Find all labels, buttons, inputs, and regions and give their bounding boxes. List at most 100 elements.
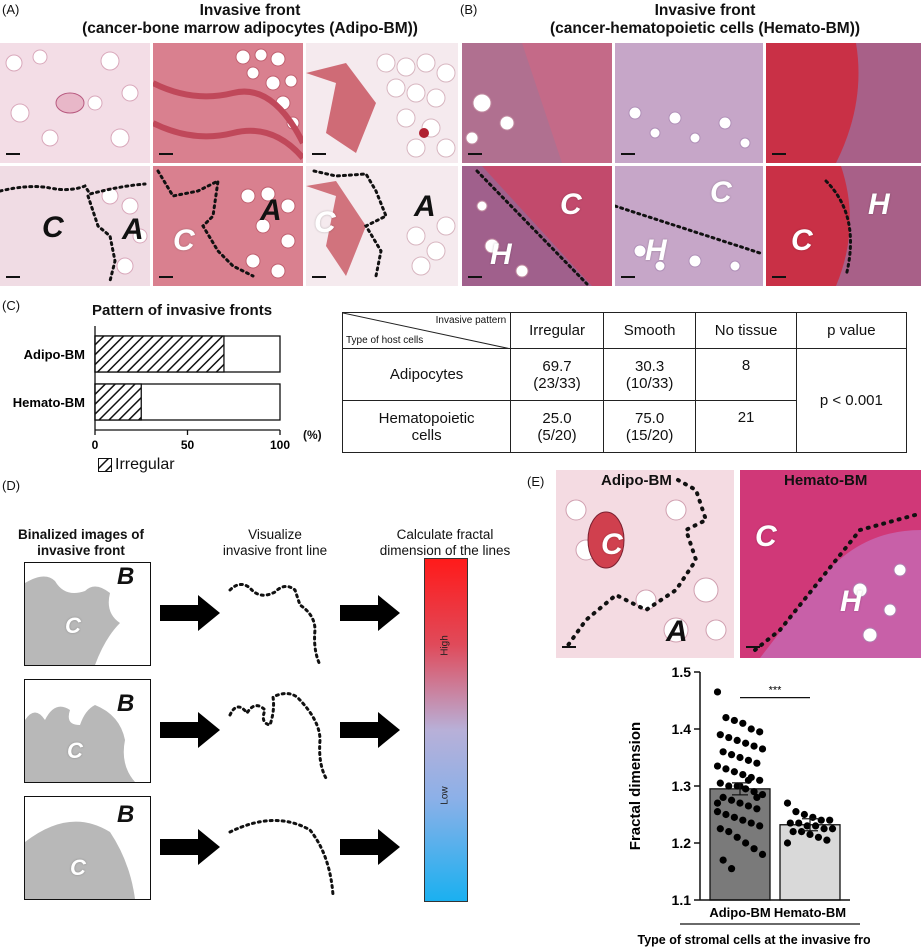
scale-bar xyxy=(6,276,20,278)
panel-a-title-line1: Invasive front xyxy=(199,2,301,19)
legend-label-irregular: Irregular xyxy=(115,456,175,473)
histology-image-e-hemato: Hemato-BM C H xyxy=(740,470,921,658)
right-arrow-icon xyxy=(160,712,220,748)
scale-bar xyxy=(468,153,482,155)
data-point xyxy=(747,819,755,827)
invasive-front-line xyxy=(615,204,763,256)
invasive-front-line xyxy=(0,182,147,283)
data-point xyxy=(722,765,730,773)
data-point xyxy=(820,825,828,833)
column-title-calculate: Calculate fractal dimension of the lines xyxy=(360,527,530,559)
data-point xyxy=(736,753,744,762)
data-point xyxy=(739,816,747,824)
column-header: p value xyxy=(795,312,908,349)
data-point xyxy=(725,733,733,742)
histology-image-a6: C A xyxy=(306,166,458,286)
data-point xyxy=(733,833,741,841)
row-label: Hematopoietic cells xyxy=(341,400,512,453)
histology-texture xyxy=(564,478,727,650)
cancer-letter: C xyxy=(65,613,81,638)
data-point xyxy=(783,799,792,807)
y-tick-label: 1.1 xyxy=(672,892,692,908)
histology-image-a5: C A xyxy=(153,166,303,286)
category-label: Adipo-BM xyxy=(24,347,85,362)
hematopoietic-letter: H xyxy=(840,585,862,618)
histology-image-b1 xyxy=(462,43,612,163)
panel-a-label: (A) xyxy=(2,2,20,17)
data-point xyxy=(713,688,722,696)
panel-b-label: (B) xyxy=(460,2,478,17)
histology-texture xyxy=(465,43,612,163)
diagonal-divider xyxy=(343,313,511,349)
data-point xyxy=(733,736,741,744)
column-title-line: invasive front xyxy=(37,543,125,558)
irregular-pattern-bar-chart: Adipo-BM Hemato-BM 0 50 100 xyxy=(13,326,290,452)
invasive-front-line xyxy=(564,478,709,650)
data-point xyxy=(812,822,820,830)
cell-value: 30.3 xyxy=(635,357,665,375)
data-point xyxy=(725,782,733,790)
histology-image-a1 xyxy=(0,43,150,163)
data-point xyxy=(797,828,806,836)
right-arrow-icon xyxy=(340,829,400,865)
legend-swatch-irregular xyxy=(98,458,112,472)
data-point xyxy=(758,850,767,858)
front-line-smooth xyxy=(228,819,335,897)
adipocyte-letter: A xyxy=(122,213,144,246)
cell-count: (5/20) xyxy=(537,426,577,444)
cancer-letter: C xyxy=(70,855,86,880)
data-point xyxy=(750,845,758,853)
data-point xyxy=(756,776,764,784)
histology-texture xyxy=(306,53,456,158)
table-cell: 21 xyxy=(695,400,797,453)
data-point xyxy=(730,768,738,776)
column-title-line: Binalized images of xyxy=(17,527,145,542)
cancer-region-shape xyxy=(25,821,135,899)
binarized-image-irregular: B C xyxy=(24,562,151,666)
histology-image-b3 xyxy=(766,43,921,163)
front-line-irregular xyxy=(228,583,322,667)
column-title-line: dimension of the lines xyxy=(379,543,511,558)
right-arrow-icon xyxy=(160,595,220,631)
cell-count: (15/20) xyxy=(625,426,674,444)
table-cell: 75.0 (15/20) xyxy=(602,400,697,453)
data-point xyxy=(744,776,753,784)
row-label-line: cells xyxy=(411,426,442,444)
data-point xyxy=(713,762,722,770)
header-invasive-pattern: Invasive pattern xyxy=(435,315,507,326)
histology-texture xyxy=(306,169,456,278)
histology-texture xyxy=(153,48,303,160)
data-point xyxy=(742,785,750,793)
y-tick-label: 1.3 xyxy=(672,778,692,794)
data-point xyxy=(716,731,724,739)
adipocyte-letter: A xyxy=(414,190,436,223)
data-point xyxy=(739,771,747,779)
right-arrow-icon xyxy=(340,712,400,748)
histology-texture xyxy=(766,43,859,163)
data-point xyxy=(758,745,767,753)
chart-legend: Irregular xyxy=(98,456,175,474)
data-point xyxy=(742,739,750,747)
data-point xyxy=(795,819,803,827)
cancer-region-shape xyxy=(25,705,135,782)
cancer-letter: C xyxy=(755,520,777,553)
significance-stars: *** xyxy=(769,685,783,697)
column-title-line: invasive front line xyxy=(222,543,328,558)
histology-texture xyxy=(740,470,921,658)
data-point xyxy=(756,728,764,736)
histology-texture xyxy=(0,182,148,283)
bone-marrow-letter: B xyxy=(117,801,135,828)
data-point xyxy=(727,796,736,804)
right-arrow-icon xyxy=(160,829,220,865)
invasive-front-line xyxy=(824,179,852,278)
panel-a-title: Invasive front (cancer-bone marrow adipo… xyxy=(30,2,470,38)
panel-b-title-line2: (cancer-hematopoietic cells (Hemato-BM)) xyxy=(549,20,861,37)
data-point xyxy=(742,839,750,847)
data-point xyxy=(753,793,761,801)
bar-irregular xyxy=(94,335,225,373)
panel-d-label: (D) xyxy=(2,478,21,493)
image-title-hemato: Hemato-BM xyxy=(784,472,868,489)
invasive-front-line xyxy=(753,513,917,652)
data-point xyxy=(725,828,733,836)
histology-texture xyxy=(615,204,763,272)
